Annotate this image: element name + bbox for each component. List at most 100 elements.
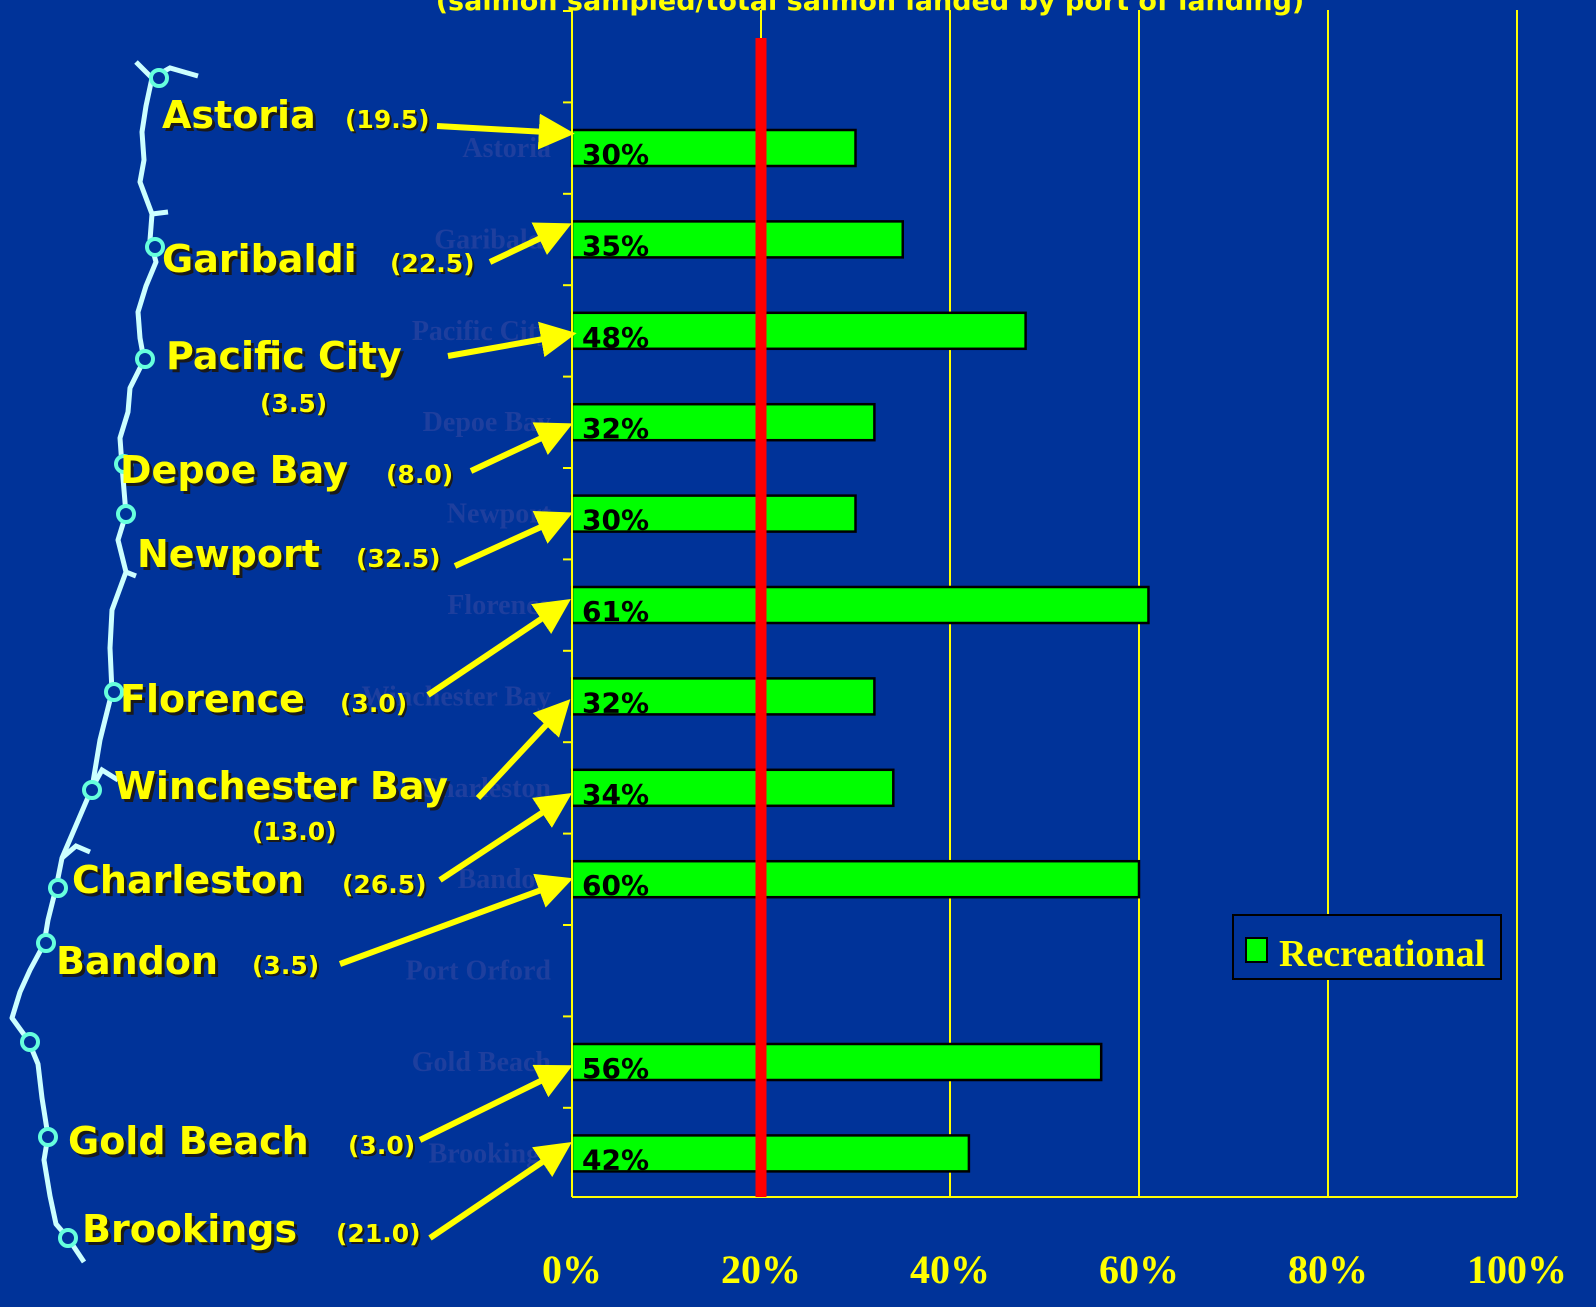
oregon-coastline [9, 60, 159, 1264]
port-value-shadow: (13.0) [254, 819, 339, 848]
x-tick-label-60: 60% [1099, 1247, 1179, 1292]
port-name-shadow: Bandon [59, 942, 221, 986]
bar-label-depoe-bay: 32% [582, 412, 649, 445]
port-value-depoe-bay: (8.0) [386, 460, 453, 489]
x-tick-label-40: 40% [910, 1247, 990, 1292]
bar-bandon [570, 859, 1141, 899]
grid-layer: 0% 20% 40% 60% 80% 100% [542, 10, 1567, 1292]
tillamook-bay [151, 209, 169, 217]
port-value-shadow: (3.0) [350, 1133, 417, 1162]
bar-label-newport: 30% [582, 504, 649, 537]
category-label-gold-beach: Gold Beach [412, 1047, 552, 1078]
bar-newport [570, 494, 857, 533]
legend-swatch-recreational [1245, 937, 1268, 963]
port-marker-dot [38, 1127, 58, 1147]
category-label-depoe-bay: Depoe Bay [423, 407, 551, 438]
chart-subtitle: (salmon sampled/total salmon landed by p… [436, 0, 1305, 17]
arrow-charleston [438, 793, 573, 883]
arrow-depoe-bay [469, 422, 573, 474]
legend-box [1232, 914, 1502, 980]
arrow-pacific-city [447, 321, 577, 359]
port-name-shadow: Winchester Bay [117, 767, 451, 811]
x-tick-label-0: 0% [542, 1247, 602, 1292]
arrow-brookings [428, 1141, 572, 1241]
port-marker-dot [149, 68, 169, 88]
axes [563, 10, 1517, 1198]
port-marker-dot [135, 349, 155, 369]
bar-label-astoria: 30% [582, 138, 649, 171]
bar-label-gold-beach: 56% [582, 1052, 649, 1085]
bar-charleston [570, 768, 895, 808]
arrow-garibaldi [488, 222, 572, 265]
legend-label-recreational: Recreational [1279, 933, 1485, 975]
category-label-florence: Florence [447, 590, 551, 621]
category-label-winchester-bay: Winchester Bay [361, 681, 551, 712]
port-value-shadow: (8.0) [388, 462, 455, 491]
port-value-shadow: (22.5) [392, 251, 477, 280]
port-name-depoe-bay: Depoe Bay [120, 448, 348, 492]
bar-label-garibaldi: 35% [582, 229, 649, 262]
port-name-winchester-bay: Winchester Bay [114, 764, 448, 808]
port-value-gold-beach: (3.0) [348, 1131, 415, 1160]
bar-label-charleston: 34% [582, 778, 649, 811]
arrow-winchester-bay [475, 699, 571, 801]
arrow-newport [453, 511, 573, 569]
x-tick-label-80: 80% [1288, 1247, 1368, 1292]
category-label-astoria: Astoria [462, 133, 551, 164]
port-name-pacific-city: Pacific City [166, 334, 402, 378]
yaquina-bay [125, 569, 137, 579]
arrow-astoria [436, 113, 575, 150]
port-marker-dot [104, 682, 124, 702]
port-value-brookings: (21.0) [336, 1219, 421, 1248]
legend: Recreational [1232, 914, 1502, 980]
bar-gold-beach [570, 1042, 1103, 1082]
port-marker-dot [145, 237, 165, 257]
port-name-garibaldi: Garibaldi [162, 237, 357, 281]
category-label-brookings: Brookings [429, 1138, 552, 1169]
port-name-shadow: Florence [123, 680, 308, 724]
port-value-pacific-city: (3.5) [260, 389, 327, 418]
port-name-shadow: Newport [140, 535, 323, 579]
bar-label-pacific-city: 48% [582, 321, 649, 354]
port-name-bandon: Bandon [56, 939, 218, 983]
bar-florence [570, 585, 1150, 625]
port-name-brookings: Brookings [82, 1207, 297, 1251]
port-name-shadow: Depoe Bay [123, 451, 351, 495]
coos-bay [60, 843, 91, 860]
port-value-garibaldi: (22.5) [390, 249, 475, 278]
category-label-newport: Newport [447, 499, 552, 530]
port-marker-dot [20, 1032, 40, 1052]
arrow-bandon [338, 873, 574, 967]
bar-depoe-bay [570, 402, 876, 442]
bars: 30% 35% 48% 32% 30% 61% 32% 34% 60% 56% 42% [570, 128, 1150, 1176]
category-label-port-orford: Port Orford [406, 956, 552, 987]
port-value-florence: (3.0) [340, 689, 407, 718]
port-name-florence: Florence [120, 677, 305, 721]
port-marker-dot [82, 780, 102, 800]
port-name-astoria: Astoria [162, 93, 316, 137]
bar-label-florence: 61% [582, 595, 649, 628]
port-value-shadow: (21.0) [338, 1221, 423, 1250]
port-value-charleston: (26.5) [342, 870, 427, 899]
bar-pacific-city [570, 311, 1027, 351]
arrow-florence [426, 598, 571, 698]
port-name-gold-beach: Gold Beach [68, 1119, 309, 1163]
port-name-charleston: Charleston [72, 858, 304, 902]
bar-garibaldi [570, 220, 904, 259]
port-value-bandon: (3.5) [252, 951, 319, 980]
port-value-astoria: (19.5) [345, 105, 430, 134]
port-marker-dot [48, 878, 68, 898]
port-name-shadow: Charleston [75, 861, 307, 905]
